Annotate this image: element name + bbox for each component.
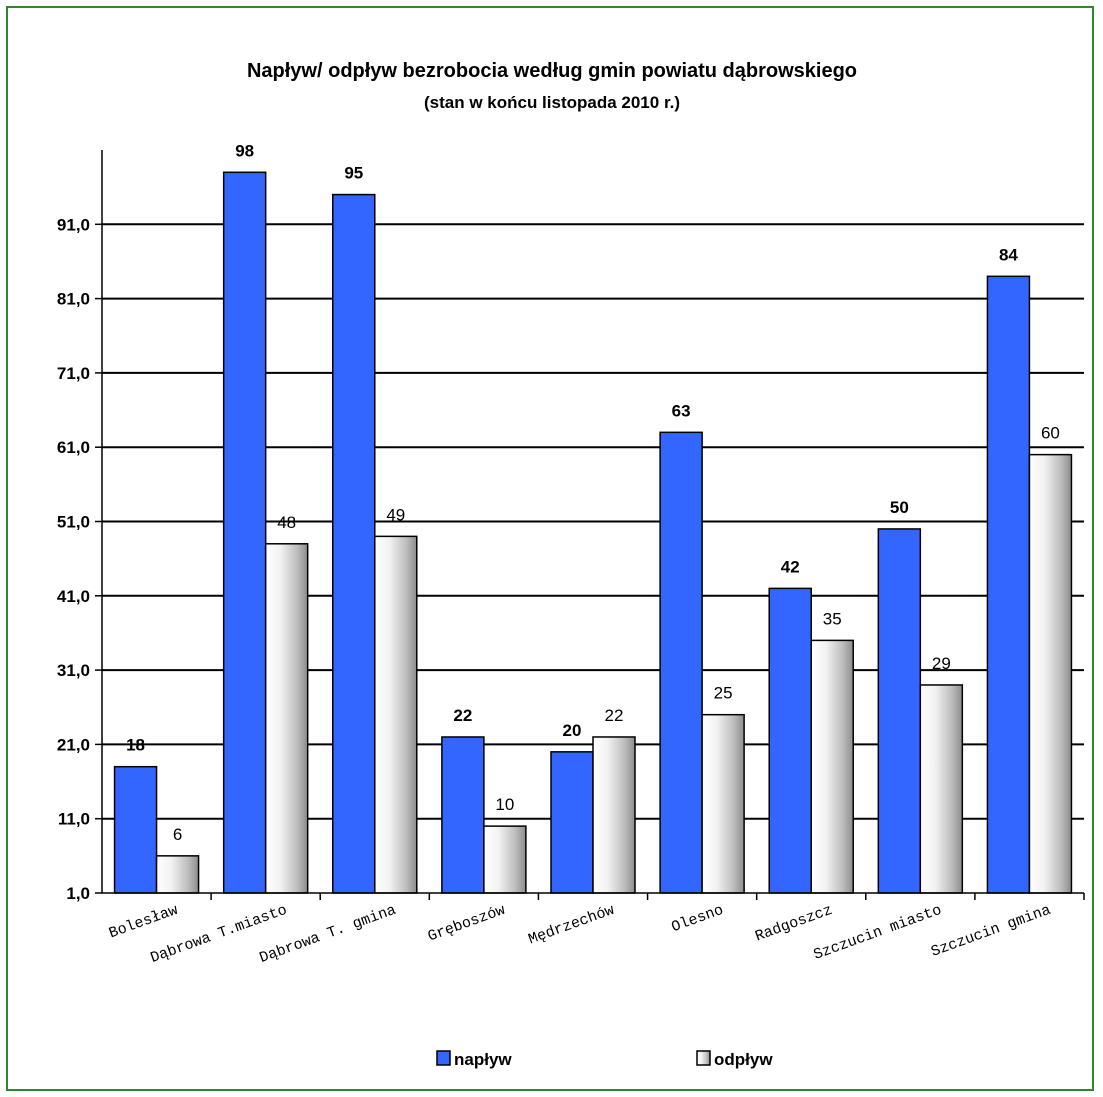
data-labels: 18 6 98 48 95 49 22 10 20 22 63 25 42 35 50 29 84 60 (126, 141, 1060, 844)
data-label-odpływ: 22 (605, 706, 624, 725)
y-axis-ticks: 1,0 11,0 21,0 31,0 41,0 51,0 61,0 71,0 81,0 91,0 (57, 215, 90, 903)
chart-subtitle: (stan w końcu listopada 2010 r.) (424, 93, 680, 112)
y-tick-label: 91,0 (57, 215, 90, 234)
x-tick-label: Szczucin gmina (929, 902, 1053, 961)
data-label-odpływ: 10 (495, 795, 514, 814)
data-label-napływ: 63 (672, 401, 691, 420)
data-label-odpływ: 25 (714, 684, 733, 703)
legend: napływ odpływ (436, 1050, 773, 1069)
bar-napływ (768, 587, 812, 894)
data-label-napływ: 84 (999, 245, 1018, 264)
data-label-odpływ: 35 (823, 609, 842, 628)
bar-odpływ (919, 684, 964, 894)
data-label-odpływ: 48 (277, 513, 296, 532)
y-tick-label: 1,0 (66, 884, 90, 903)
bar-napływ (113, 765, 158, 894)
data-label-napływ: 50 (890, 498, 909, 517)
chart-title: Napływ/ odpływ bezrobocia według gmin po… (247, 60, 857, 82)
bars (113, 171, 1073, 894)
x-tick-label: Olesno (669, 902, 726, 936)
legend-swatch-odpływ (696, 1050, 711, 1066)
bar-odpływ (810, 639, 854, 894)
data-label-napływ: 42 (781, 557, 800, 576)
bar-napływ (332, 193, 376, 894)
y-tick-label: 51,0 (57, 513, 90, 532)
bar-napływ (550, 751, 594, 894)
y-tick-label: 31,0 (57, 661, 90, 680)
bar-odpływ (1028, 453, 1073, 894)
y-tick-label: 21,0 (57, 735, 90, 754)
y-tick-label: 71,0 (57, 364, 90, 383)
bar-napływ (986, 275, 1031, 894)
x-tick-label: Mędrzechów (526, 902, 616, 949)
bar-odpływ (155, 855, 200, 894)
bar-odpływ (592, 736, 636, 894)
bar-odpływ (374, 535, 418, 894)
data-label-odpływ: 29 (932, 654, 951, 673)
bar-odpływ (483, 825, 527, 894)
bar-odpływ (264, 543, 309, 894)
y-tick-label: 61,0 (57, 438, 90, 457)
bar-napływ (877, 528, 922, 894)
y-tick-label: 11,0 (58, 810, 90, 829)
bar-napływ (222, 171, 267, 894)
data-label-napływ: 98 (235, 141, 254, 160)
bar-napływ (659, 431, 703, 894)
data-label-odpływ: 6 (173, 825, 182, 844)
y-tick-label: 41,0 (57, 587, 90, 606)
x-tick-label: Radgoszcz (753, 902, 835, 946)
legend-swatch-napływ (436, 1050, 451, 1066)
data-label-napływ: 95 (344, 164, 363, 183)
x-tick-label: Bolesław (107, 902, 180, 943)
x-tick-label: Gręboszów (426, 902, 508, 946)
y-tick-label: 81,0 (57, 290, 90, 309)
data-label-napływ: 22 (453, 706, 472, 725)
data-label-napływ: 18 (126, 736, 145, 755)
bar-odpływ (701, 713, 745, 894)
data-label-odpływ: 60 (1041, 424, 1060, 443)
data-label-napływ: 20 (563, 721, 582, 740)
legend-label-napływ: napływ (454, 1050, 512, 1069)
legend-label-odpływ: odpływ (714, 1050, 773, 1069)
data-label-odpływ: 49 (386, 505, 405, 524)
axes (95, 150, 1085, 900)
bar-napływ (441, 736, 485, 894)
